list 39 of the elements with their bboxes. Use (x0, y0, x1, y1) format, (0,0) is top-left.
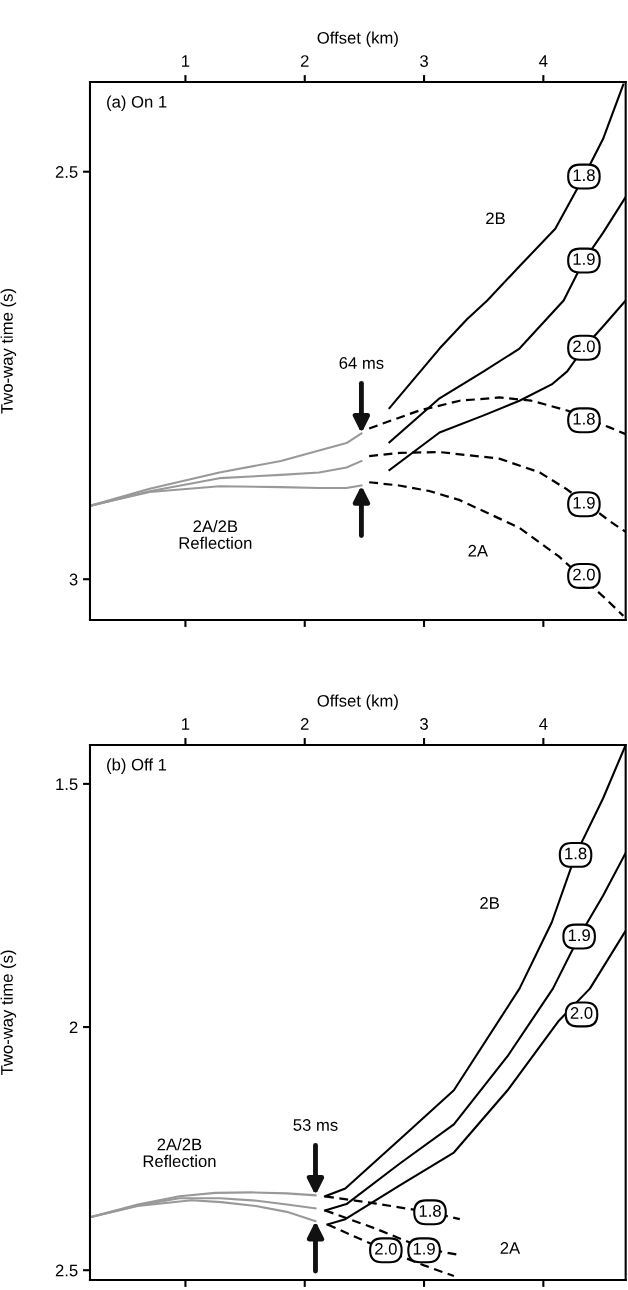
y-tick-label: 2.5 (55, 1264, 78, 1277)
annotation: 1.9 (573, 253, 595, 266)
y-tick-label: 3 (69, 573, 78, 586)
x-axis-title: Offset (km) (317, 694, 398, 710)
annotation: 1.8 (573, 412, 595, 425)
annotation: 1.9 (573, 496, 595, 509)
x-tick-label: 4 (539, 718, 548, 730)
x-tick-label: 2 (300, 55, 309, 67)
annotation: 1.9 (413, 1242, 435, 1255)
annotation: 53 ms (293, 1119, 338, 1131)
annotation: 2.0 (570, 1007, 593, 1019)
x-tick-label: 2 (300, 718, 309, 730)
text: (a) On 1 (107, 95, 167, 112)
y-tick-label: 2 (69, 1021, 78, 1034)
annotation: 2.0 (573, 568, 595, 581)
annotation: 1.8 (565, 847, 587, 860)
y-axis-title: Two-way time (s) (0, 289, 17, 414)
x-tick-label: 1 (182, 718, 190, 730)
annotation: 1.9 (568, 929, 590, 942)
annotation: 2.0 (573, 340, 595, 353)
x-tick-label: 3 (420, 718, 428, 730)
annotation: 2B (480, 897, 499, 909)
annotation: 2A (500, 1242, 521, 1254)
annotation: 2.0 (375, 1242, 397, 1255)
x-axis-title: Offset (km) (317, 31, 398, 48)
annotation: 1.8 (419, 1205, 441, 1217)
y-tick-label: 1.5 (56, 778, 78, 791)
y-tick-label: 2.5 (55, 166, 78, 178)
annotation: 64 ms (339, 357, 384, 369)
y-axis-title: Two-way time (s) (0, 950, 17, 1076)
text: (b) Off 1 (107, 758, 167, 774)
annotation: 2A (468, 544, 488, 557)
annotation: 2B (486, 212, 505, 225)
x-tick-label: 3 (420, 55, 428, 67)
x-tick-label: 1 (182, 55, 190, 67)
annotation: 2A/2B Reflection (179, 519, 252, 549)
annotation: 1.8 (573, 169, 595, 182)
annotation: 2A/2B Reflection (143, 1138, 216, 1168)
x-tick-label: 4 (539, 55, 548, 67)
